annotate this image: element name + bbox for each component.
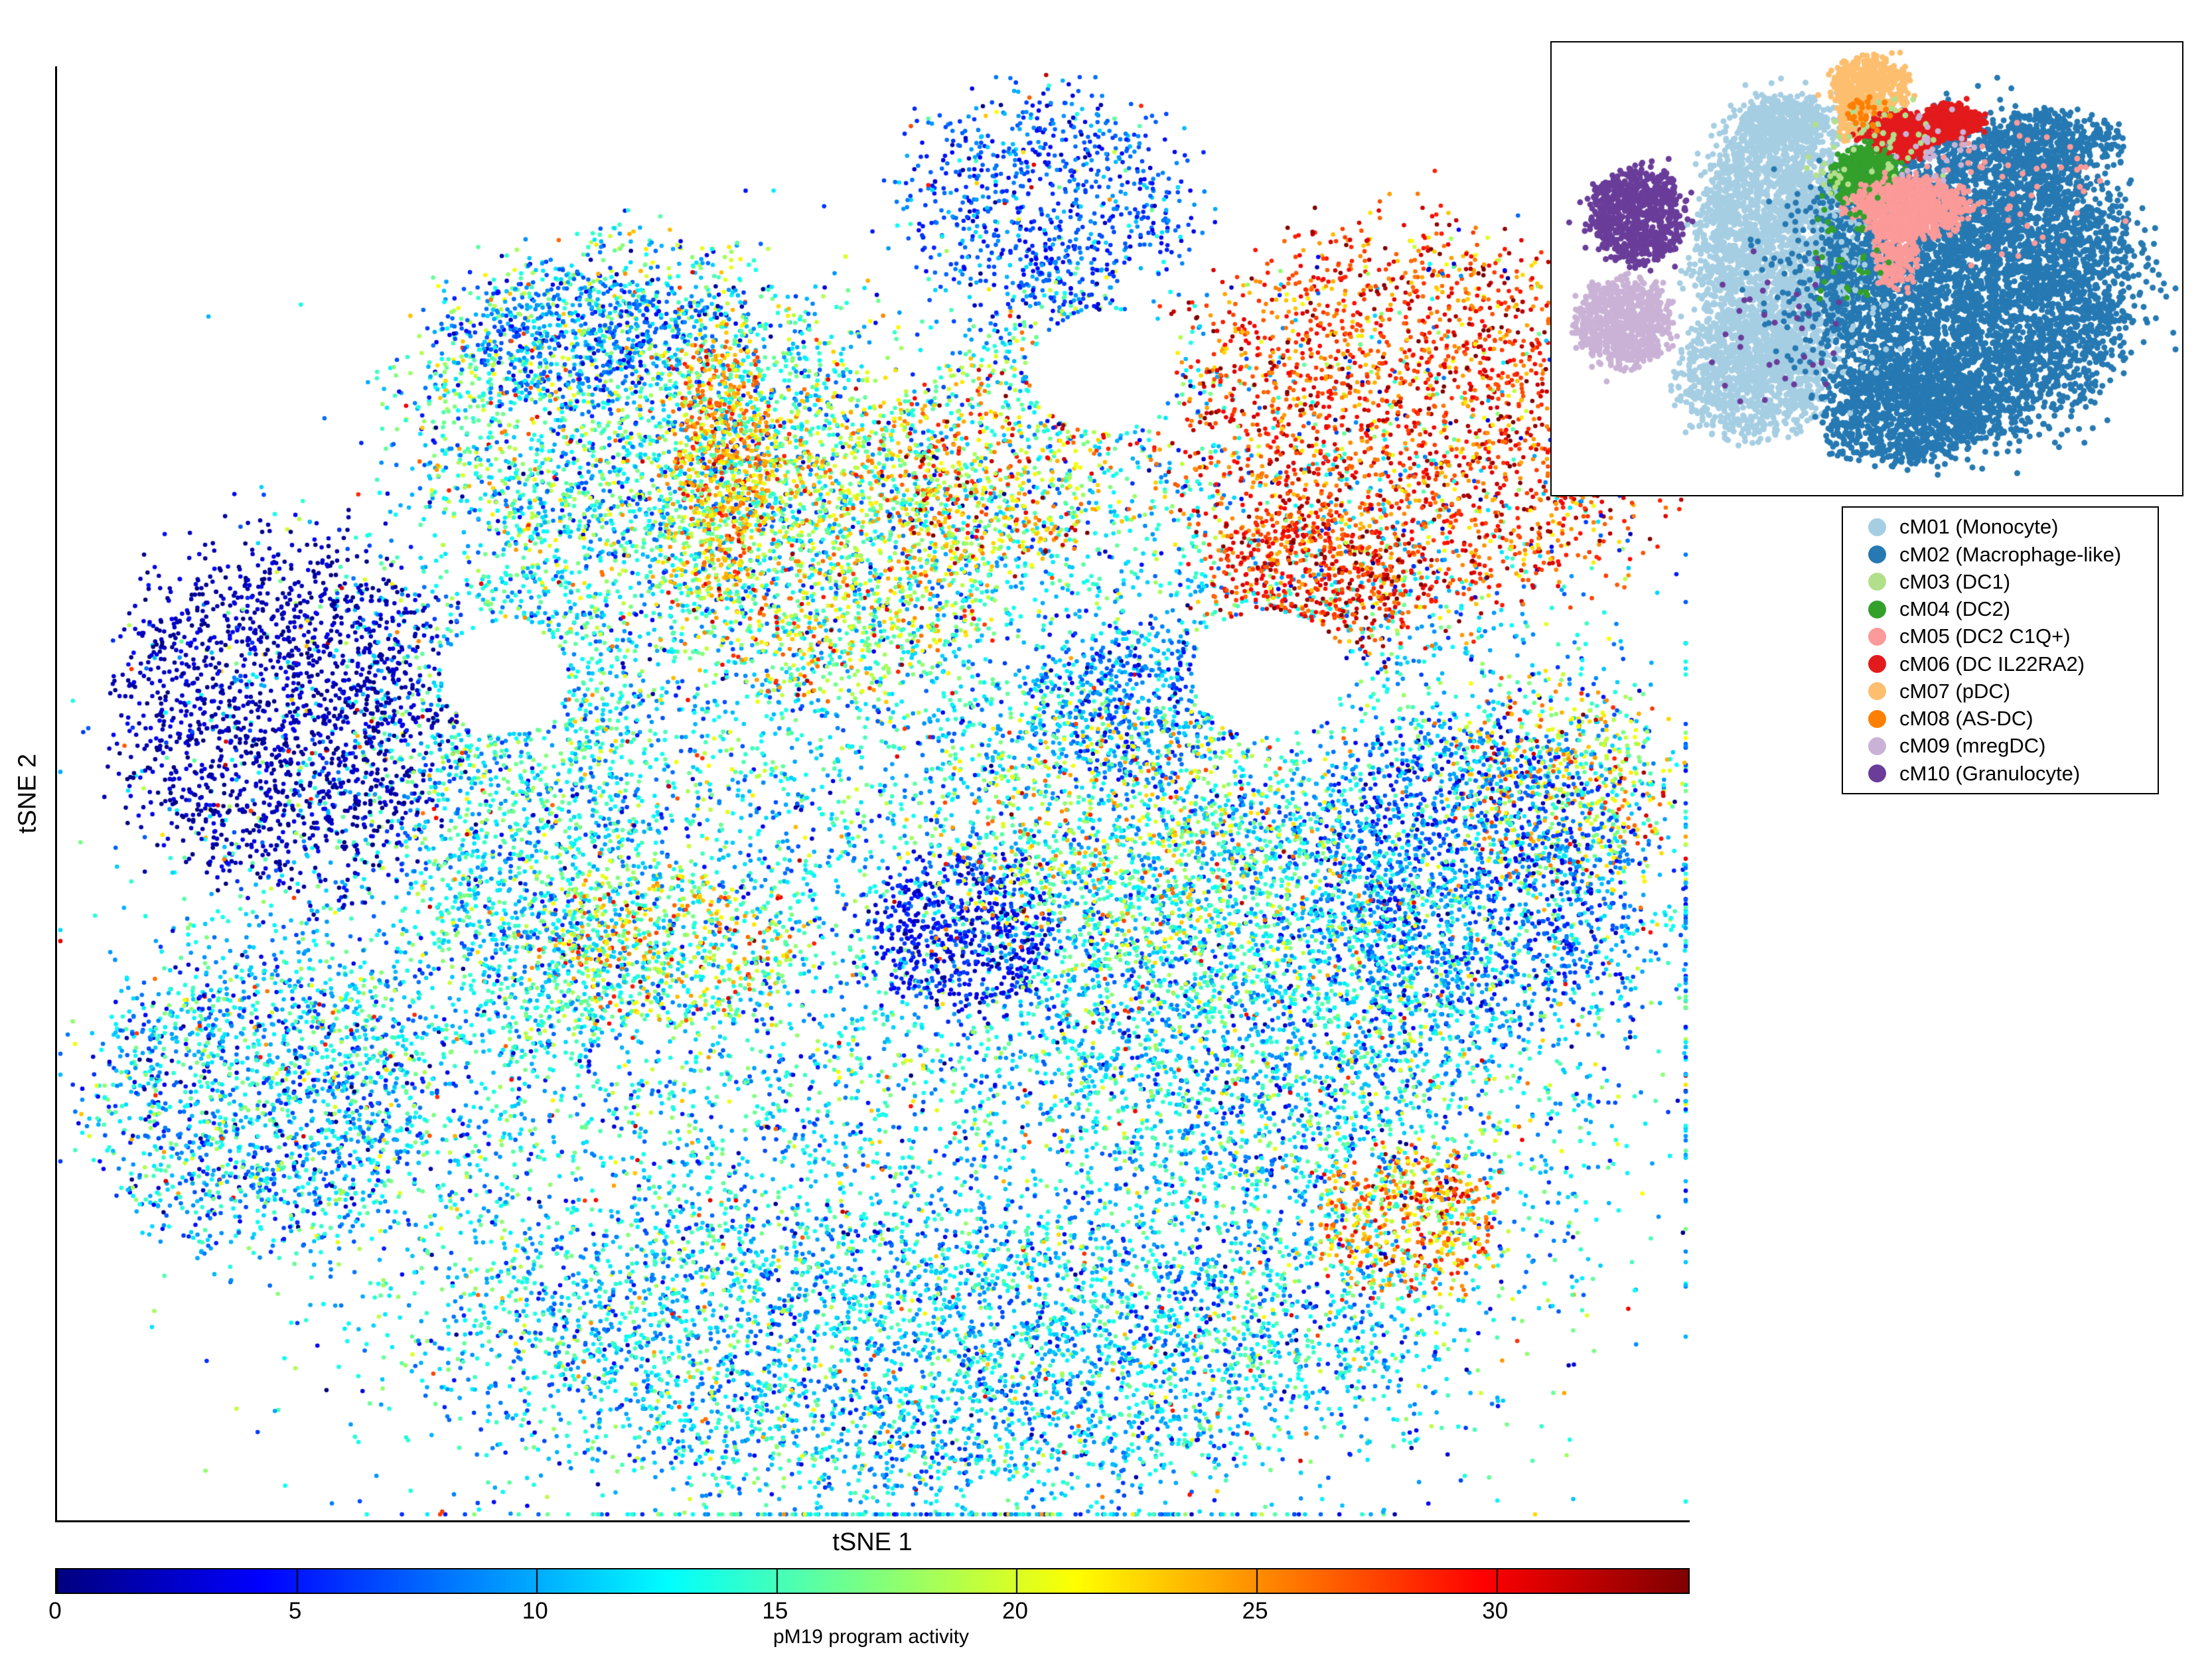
y-axis-spine	[55, 66, 57, 1522]
legend-item-cM10: cM10 (Granulocyte)	[1868, 762, 2158, 786]
legend-item-cM06: cM06 (DC IL22RA2)	[1868, 652, 2158, 676]
legend-item-label: cM02 (Macrophage-like)	[1899, 542, 2122, 566]
legend-swatch-icon	[1868, 764, 1886, 783]
colorbar-tick-label: 30	[1482, 1598, 1509, 1624]
colorbar-tick-label: 10	[522, 1598, 548, 1624]
legend-item-label: cM04 (DC2)	[1899, 597, 2011, 621]
colorbar-tick-label: 15	[762, 1598, 788, 1624]
inset-scatter-canvas	[1552, 42, 2182, 495]
legend-swatch-icon	[1868, 655, 1886, 674]
y-axis-label: tSNE 2	[13, 753, 42, 833]
legend-swatch-icon	[1868, 682, 1886, 701]
cluster-legend: cM01 (Monocyte) cM02 (Macrophage-like) cM0…	[1842, 506, 2159, 794]
legend-item-cM05: cM05 (DC2 C1Q+)	[1868, 624, 2158, 648]
legend-item-label: cM06 (DC IL22RA2)	[1899, 652, 2085, 676]
legend-item-cM02: cM02 (Macrophage-like)	[1868, 543, 2158, 567]
legend-item-cM08: cM08 (AS-DC)	[1868, 707, 2158, 731]
colorbar-label: pM19 program activity	[773, 1626, 970, 1648]
colorbar-gradient	[56, 1569, 1688, 1593]
x-axis-spine	[55, 1520, 1690, 1522]
legend-item-label: cM08 (AS-DC)	[1899, 707, 2033, 731]
legend-item-label: cM07 (pDC)	[1899, 679, 2011, 703]
legend-item-cM09: cM09 (mregDC)	[1868, 734, 2158, 758]
colorbar	[55, 1568, 1690, 1594]
colorbar-tick-label: 25	[1242, 1598, 1268, 1624]
legend-swatch-icon	[1868, 709, 1886, 728]
legend-item-label: cM01 (Monocyte)	[1899, 515, 2059, 539]
legend-swatch-icon	[1868, 573, 1886, 591]
colorbar-tick-label: 0	[48, 1598, 62, 1624]
legend-item-cM03: cM03 (DC1)	[1868, 570, 2158, 594]
legend-item-cM01: cM01 (Monocyte)	[1868, 515, 2158, 539]
colorbar-tick-label: 5	[288, 1598, 302, 1624]
legend-swatch-icon	[1868, 518, 1886, 536]
legend-item-label: cM10 (Granulocyte)	[1899, 761, 2081, 785]
legend-swatch-icon	[1868, 627, 1886, 646]
x-axis-label: tSNE 1	[832, 1528, 913, 1556]
legend-item-label: cM05 (DC2 C1Q+)	[1899, 624, 2071, 648]
inset-cluster-plot	[1550, 41, 2183, 496]
legend-swatch-icon	[1868, 737, 1886, 755]
legend-swatch-icon	[1868, 545, 1886, 564]
legend-swatch-icon	[1868, 600, 1886, 618]
colorbar-tick-label: 20	[1002, 1598, 1028, 1624]
legend-item-cM04: cM04 (DC2)	[1868, 597, 2158, 621]
legend-item-label: cM03 (DC1)	[1899, 569, 2011, 593]
legend-item-label: cM09 (mregDC)	[1899, 734, 2046, 758]
legend-item-cM07: cM07 (pDC)	[1868, 680, 2158, 703]
